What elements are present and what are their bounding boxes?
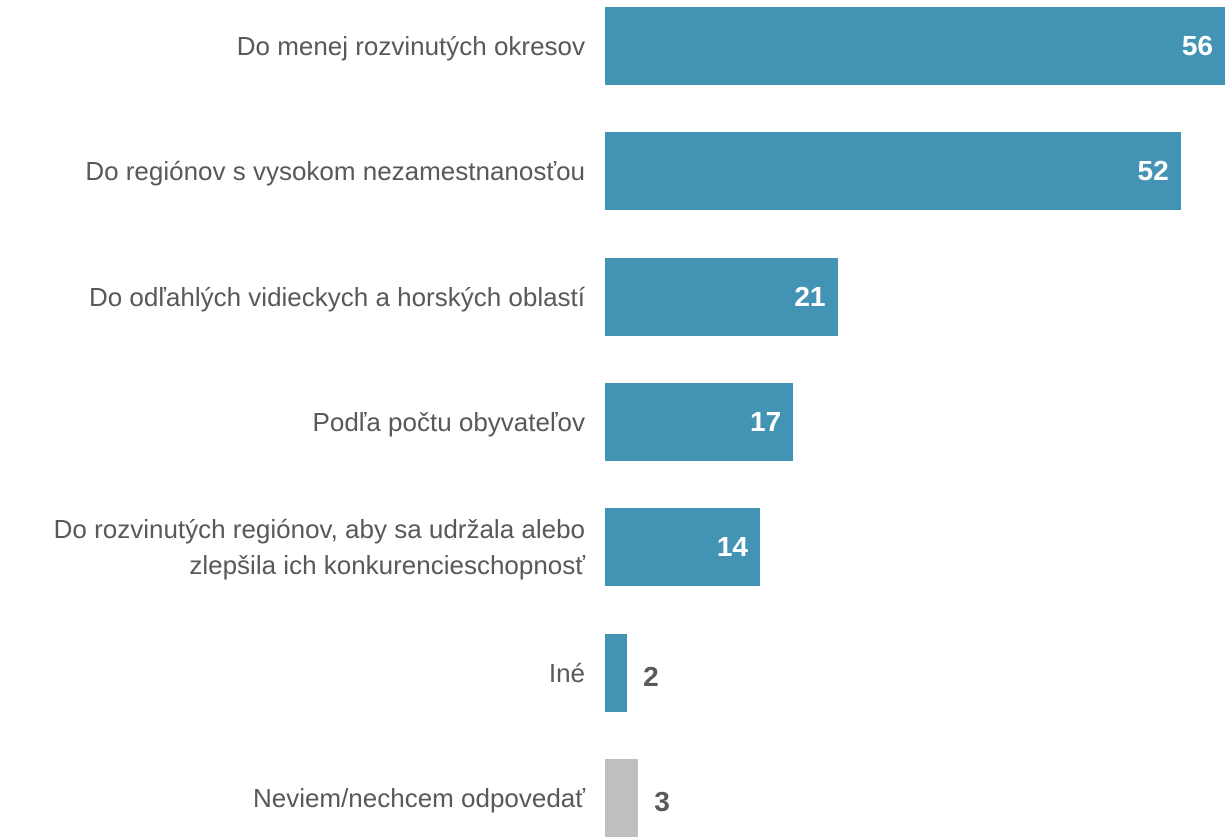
value-label: 14 <box>716 531 748 563</box>
value-label: 3 <box>654 785 670 817</box>
category-label: Podľa počtu obyvateľov <box>312 406 585 437</box>
bar <box>605 7 1225 85</box>
bar <box>605 758 639 837</box>
bar <box>605 508 760 587</box>
category-label: Neviem/nechcem odpovedať <box>252 782 585 813</box>
bar <box>605 633 628 712</box>
category-label: Do menej rozvinutých okresov <box>236 31 585 61</box>
category-label: Do odľahlých vidieckych a horských oblas… <box>88 281 585 312</box>
bar <box>605 382 794 461</box>
value-label: 21 <box>794 280 826 312</box>
category-label: Do rozvinutých regiónov, aby sa udržala … <box>53 514 585 581</box>
value-label: 17 <box>750 405 782 437</box>
value-label: 2 <box>643 660 659 692</box>
bar <box>605 257 838 336</box>
value-label: 56 <box>1181 30 1213 61</box>
category-label: Do regiónov s vysokom nezamestnanosťou <box>85 156 585 187</box>
category-label: Iné <box>548 657 585 688</box>
value-label: 52 <box>1137 155 1169 187</box>
bar <box>605 132 1181 211</box>
